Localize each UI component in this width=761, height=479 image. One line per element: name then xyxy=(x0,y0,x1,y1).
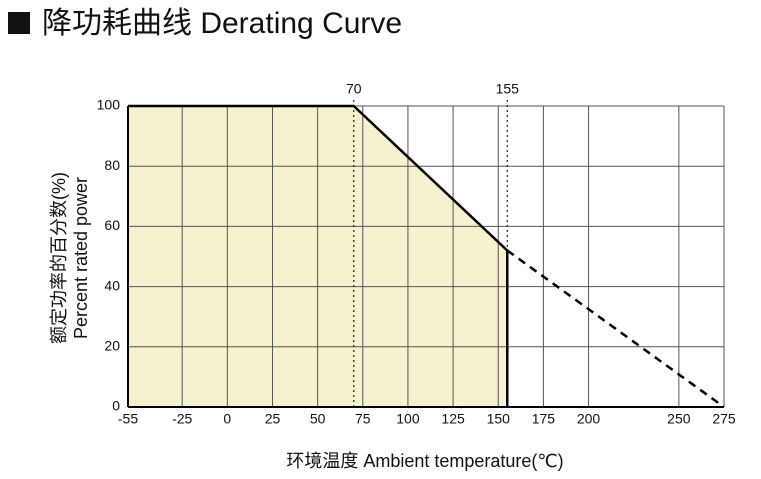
x-tick-label: 75 xyxy=(355,411,371,427)
y-axis-label: Percent rated power xyxy=(71,177,91,339)
reference-label: 70 xyxy=(346,81,362,97)
x-tick-label: 125 xyxy=(441,411,465,427)
y-tick-label: 60 xyxy=(104,217,120,233)
title-icon xyxy=(8,12,30,34)
y-tick-label: 100 xyxy=(97,97,121,113)
x-tick-label: -25 xyxy=(172,411,192,427)
x-tick-label: 275 xyxy=(712,411,736,427)
x-tick-label: -55 xyxy=(118,411,138,427)
line xyxy=(506,249,725,409)
x-tick-label: 250 xyxy=(667,411,691,427)
x-tick-label: 150 xyxy=(487,411,511,427)
x-tick-label: 50 xyxy=(310,411,326,427)
x-axis-label: 环境温度 Ambient temperature(℃) xyxy=(286,451,563,471)
x-tick-label: 200 xyxy=(577,411,601,427)
line xyxy=(128,104,509,252)
y-tick-label: 0 xyxy=(112,398,120,414)
x-tick-label: 0 xyxy=(223,411,231,427)
x-tick-label: 100 xyxy=(396,411,420,427)
reference-label: 155 xyxy=(496,81,520,97)
x-tick-label: 175 xyxy=(532,411,556,427)
y-tick-label: 20 xyxy=(104,338,120,354)
y-tick-label: 40 xyxy=(104,277,120,293)
chart-title: 降功耗曲线 Derating Curve xyxy=(42,7,402,40)
y-tick-label: 80 xyxy=(104,157,120,173)
y-axis-label: 额定功率的百分数(%) xyxy=(49,172,69,344)
x-tick-label: 25 xyxy=(265,411,281,427)
